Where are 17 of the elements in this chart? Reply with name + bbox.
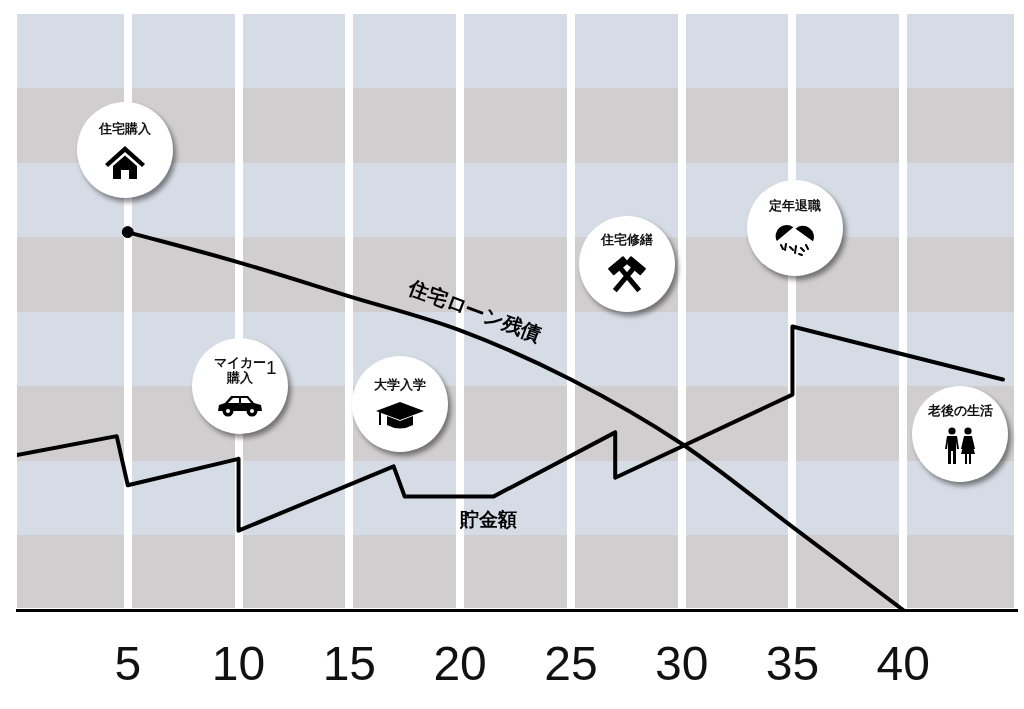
x-tick-label: 30	[654, 637, 709, 691]
annotation: 1	[266, 357, 277, 378]
x-tick-label: 40	[876, 637, 930, 691]
annotation: 大学入学	[374, 377, 426, 392]
x-tick-label: 25	[544, 637, 598, 691]
x-tick-label: 20	[433, 637, 487, 691]
annotation: 住宅修繕	[601, 232, 653, 247]
x-tick-label: 5	[114, 637, 142, 691]
x-tick-label: 15	[322, 637, 377, 691]
annotation: 老後の生活	[927, 403, 993, 418]
text: 住宅購入	[99, 121, 151, 136]
x-tick-label: 35	[765, 637, 820, 691]
x-tick-label: 10	[211, 637, 266, 691]
series-label: 貯金額	[458, 507, 517, 530]
annotation: マイカー購入	[213, 355, 267, 385]
text: 定年退職	[769, 198, 821, 213]
text: 住宅ローン残債	[404, 274, 545, 347]
